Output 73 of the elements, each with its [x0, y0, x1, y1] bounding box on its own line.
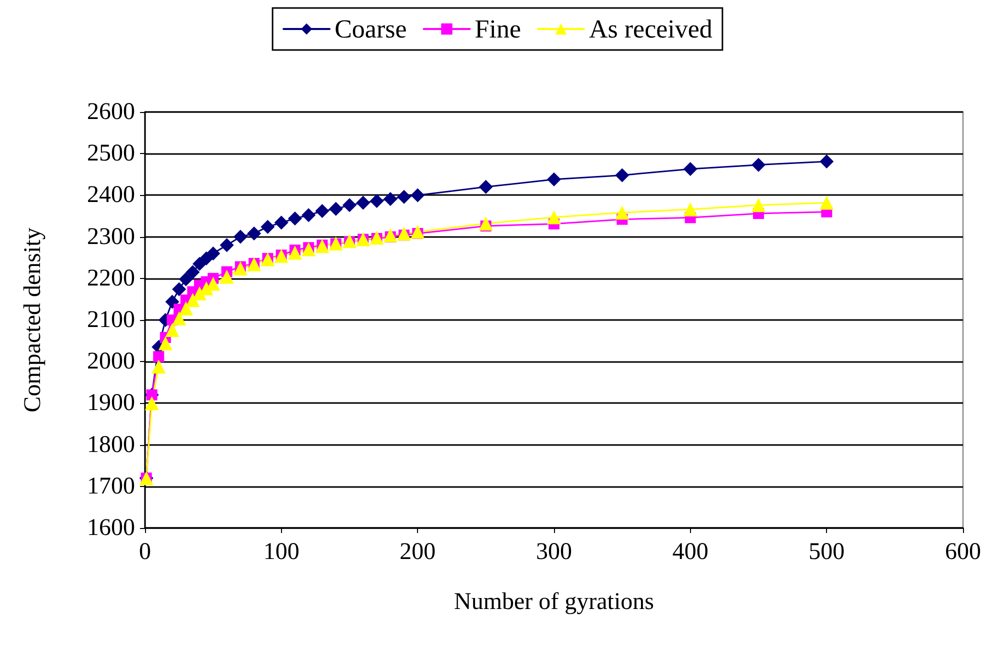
x-tick-label: 200 [400, 539, 436, 565]
y-tick-label: 2200 [87, 265, 135, 292]
legend-label: Coarse [334, 14, 407, 44]
point [356, 196, 370, 210]
point [302, 242, 316, 256]
point [315, 204, 330, 218]
x-tick-label: 300 [536, 539, 572, 565]
point [397, 226, 412, 240]
point [328, 202, 343, 216]
point [144, 396, 159, 410]
point [288, 211, 302, 226]
point [206, 246, 220, 260]
point [752, 198, 766, 212]
point [178, 301, 193, 316]
point [165, 294, 180, 309]
point [186, 265, 200, 280]
y-tick-label: 2300 [87, 224, 135, 250]
x-tick-label: 500 [808, 539, 845, 565]
point [370, 194, 384, 208]
point [172, 282, 186, 296]
x-tick-label: 600 [945, 539, 981, 565]
point [233, 261, 248, 276]
legend-label: Fine [474, 14, 522, 44]
point [152, 360, 166, 374]
y-tick-label: 2500 [87, 140, 135, 167]
y-tick-label: 2100 [87, 307, 135, 333]
y-axis-title: Compacted density [20, 228, 46, 412]
point [547, 172, 561, 186]
point [383, 192, 398, 206]
y-tick-label: 1600 [87, 515, 135, 541]
point [410, 188, 425, 202]
point [478, 216, 493, 230]
point [186, 293, 200, 308]
y-tick-label: 1900 [87, 390, 135, 416]
point [274, 216, 288, 230]
point [752, 158, 766, 172]
point [247, 226, 262, 240]
point [172, 311, 186, 326]
point [615, 168, 630, 182]
x-axis-title: Number of gyrations [454, 589, 654, 615]
x-tick-label: 400 [672, 539, 708, 565]
point [178, 272, 193, 286]
point [547, 210, 561, 224]
point [247, 257, 262, 272]
point [302, 208, 316, 222]
point [410, 224, 425, 239]
point [478, 180, 493, 194]
point [683, 202, 698, 216]
point [820, 154, 834, 169]
point [220, 270, 234, 284]
point [220, 238, 234, 252]
y-tick-label: 1700 [87, 473, 135, 500]
point [342, 234, 356, 248]
legend-label: As received [588, 14, 712, 44]
y-tick-label: 2400 [87, 182, 135, 208]
point [260, 220, 275, 234]
point [288, 246, 302, 260]
point [153, 351, 164, 362]
point [683, 162, 698, 176]
point [158, 336, 172, 350]
point [615, 206, 630, 220]
y-tick-label: 2000 [87, 348, 135, 375]
point [233, 230, 248, 244]
point [820, 196, 834, 210]
y-tick-label: 2600 [87, 99, 135, 125]
point [383, 228, 398, 242]
point [260, 252, 275, 266]
point [342, 198, 356, 212]
x-tick-label: 100 [263, 539, 300, 565]
point [165, 322, 180, 337]
x-tick-label: 0 [139, 539, 151, 565]
y-tick-label: 1800 [87, 432, 135, 458]
point [397, 190, 412, 204]
